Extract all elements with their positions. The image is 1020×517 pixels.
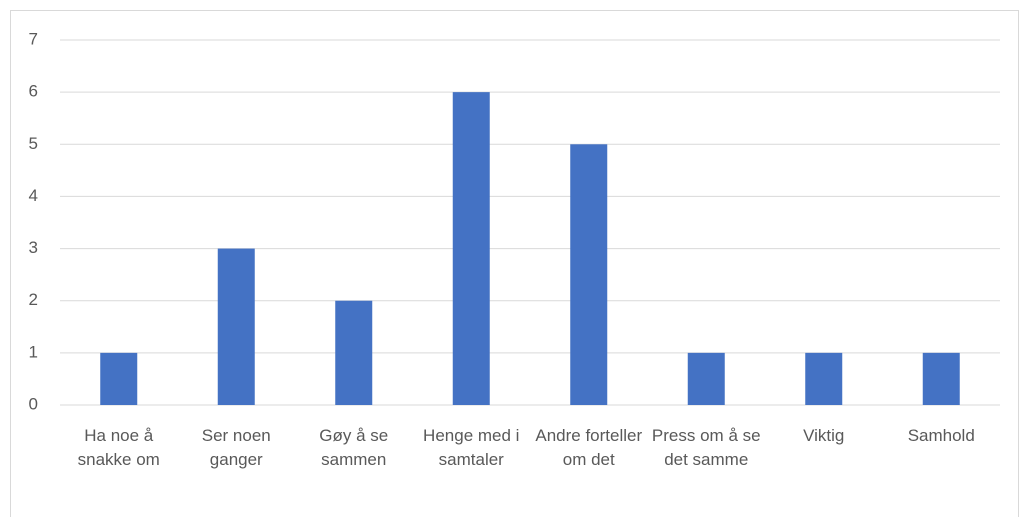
- x-tick-label: Samhold: [907, 426, 975, 445]
- bar: [100, 352, 138, 405]
- bar: [805, 352, 843, 405]
- bar: [570, 144, 608, 406]
- bar: [335, 300, 373, 405]
- y-tick-label: 6: [29, 82, 38, 101]
- x-tick-label: Ha noe å snakke om: [77, 426, 160, 469]
- bar: [687, 352, 725, 405]
- y-tick-label: 7: [29, 29, 38, 48]
- x-tick-label: Gøy å se sammen: [319, 426, 389, 469]
- bar: [217, 248, 255, 405]
- y-tick-label: 4: [29, 186, 38, 205]
- x-tick-label: Viktig: [803, 426, 845, 445]
- y-tick-label: 5: [29, 134, 38, 153]
- x-tick-label: Ser noen ganger: [201, 426, 271, 469]
- y-tick-label: 0: [29, 394, 38, 413]
- bar: [922, 352, 960, 405]
- x-tick-label: Henge med i samtaler: [423, 426, 520, 469]
- x-tick-label: Press om å se det samme: [651, 426, 761, 469]
- y-tick-label: 3: [29, 238, 38, 257]
- chart-border: [10, 10, 1019, 517]
- y-tick-label: 1: [29, 342, 38, 361]
- y-tick-label: 2: [29, 290, 38, 309]
- x-tick-label: Andre forteller om det: [535, 426, 643, 469]
- bar: [452, 92, 490, 406]
